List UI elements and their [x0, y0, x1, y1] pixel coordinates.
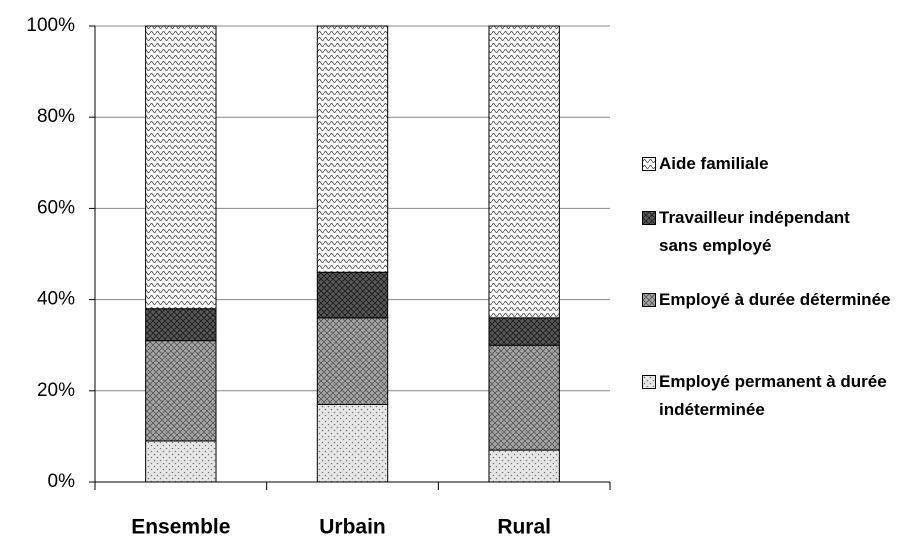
bar-segment	[488, 449, 560, 483]
y-tick-label: 60%	[37, 197, 75, 218]
legend-item: Aide familiale	[642, 150, 892, 178]
bar-segment	[488, 344, 560, 451]
legend-item: Travailleur indépendant sans employé	[642, 204, 892, 260]
legend-label: Employé permanent à durée indéterminée	[659, 372, 887, 419]
x-tick-label: Ensemble	[131, 516, 230, 536]
legend-item: Employé permanent à durée indéterminée	[642, 368, 892, 424]
legend-item: Employé à durée déterminée	[642, 286, 892, 314]
y-tick-label: 20%	[37, 380, 75, 401]
legend-label: Travailleur indépendant sans employé	[659, 208, 850, 255]
legend-swatch	[642, 211, 656, 225]
bar-segment	[145, 440, 217, 483]
legend-swatch	[642, 293, 656, 307]
bar-segment	[145, 25, 217, 310]
bar-segment	[316, 25, 389, 273]
bar-segment	[316, 403, 389, 483]
legend-label: Aide familiale	[659, 154, 769, 173]
bar-segment	[145, 340, 217, 442]
bar-segment	[145, 308, 217, 342]
legend-swatch	[642, 157, 656, 171]
bar-segment	[316, 271, 389, 319]
x-tick-label: Urbain	[319, 516, 386, 536]
y-tick-label: 80%	[37, 106, 75, 127]
bar-segment	[488, 317, 560, 346]
y-tick-label: 100%	[26, 15, 75, 36]
y-tick-label: 40%	[37, 289, 75, 310]
x-tick-label: Rural	[497, 516, 551, 536]
bar-segment	[316, 317, 389, 405]
legend-label: Employé à durée déterminée	[659, 290, 891, 309]
y-tick-label: 0%	[48, 471, 76, 492]
bar-segment	[488, 25, 560, 319]
legend-swatch	[642, 375, 656, 389]
